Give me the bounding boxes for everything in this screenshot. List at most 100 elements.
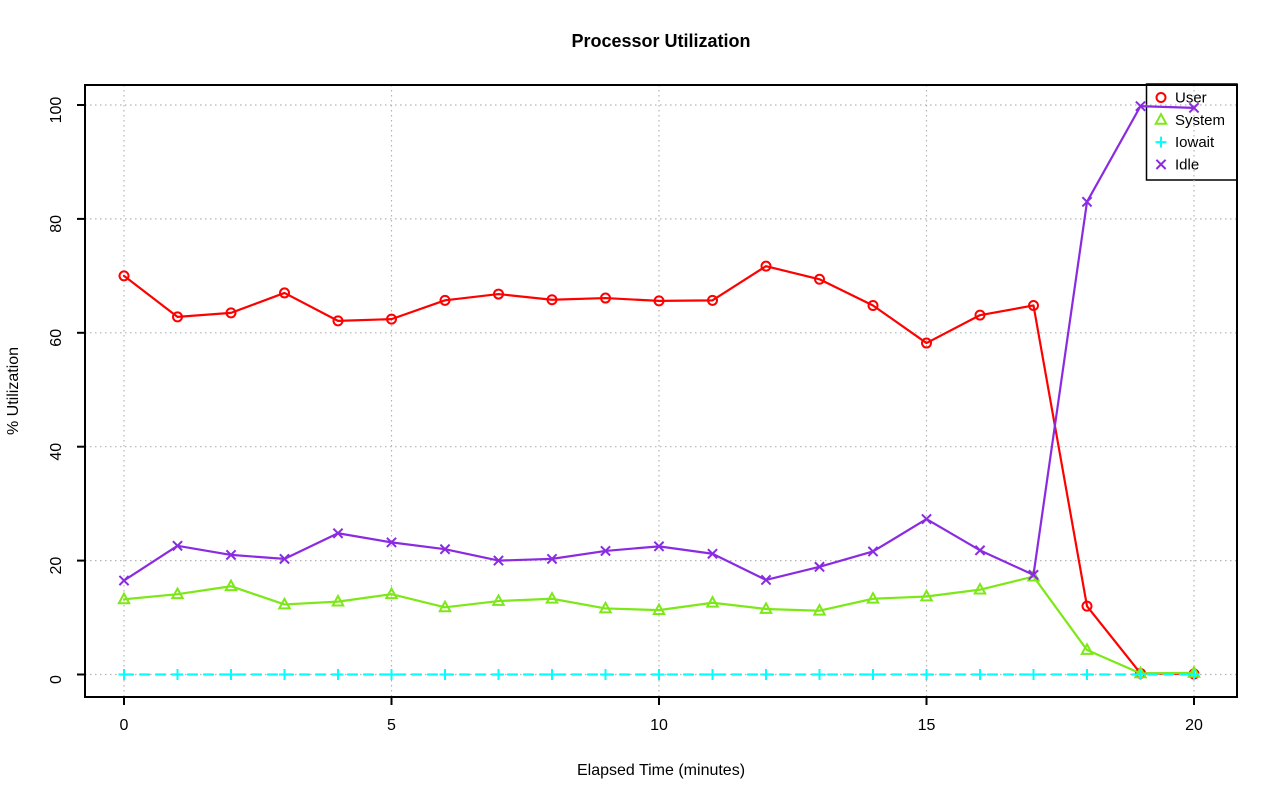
- x-tick-label: 20: [1185, 717, 1203, 734]
- plus-marker: [1135, 669, 1146, 680]
- x-marker: [1081, 196, 1093, 208]
- x-marker: [1135, 100, 1146, 112]
- triangle-marker: [1154, 112, 1168, 125]
- x-marker: [1188, 102, 1200, 114]
- circle-marker: [279, 287, 290, 299]
- circle-marker: [707, 294, 718, 306]
- triangle-marker: [1026, 568, 1041, 582]
- triangle-marker: [438, 599, 452, 613]
- x-marker: [600, 545, 611, 557]
- plus-marker: [172, 669, 183, 680]
- circle-marker: [225, 307, 237, 319]
- x-marker: [707, 548, 718, 560]
- x-marker: [1155, 159, 1167, 170]
- x-marker: [867, 546, 879, 557]
- triangle-marker: [331, 593, 345, 607]
- plus-marker: [760, 669, 772, 680]
- x-marker: [332, 527, 344, 539]
- triangle-marker: [545, 591, 559, 604]
- y-axis-label: % Utilization: [5, 346, 22, 436]
- plus-marker: [974, 669, 986, 680]
- triangle-marker: [652, 602, 666, 616]
- plus-marker: [546, 669, 558, 680]
- series-line-idle: [122, 105, 1196, 582]
- circle-marker: [118, 270, 130, 282]
- y-tick-label: 20: [48, 557, 65, 575]
- x-marker: [279, 553, 290, 565]
- triangle-marker: [919, 588, 934, 602]
- triangle-marker: [973, 581, 987, 595]
- circle-marker: [1081, 600, 1093, 612]
- plus-marker: [1081, 669, 1093, 680]
- plus-marker: [386, 669, 397, 680]
- x-marker: [493, 555, 504, 566]
- x-marker: [814, 561, 825, 573]
- y-tick-label: 100: [48, 97, 65, 124]
- x-marker: [974, 545, 986, 556]
- x-marker: [546, 553, 558, 565]
- triangle-marker: [1080, 642, 1094, 655]
- triangle-marker: [759, 601, 773, 614]
- plus-marker: [1155, 136, 1167, 148]
- x-tick-label: 0: [120, 717, 129, 734]
- x-marker: [760, 574, 772, 586]
- x-marker: [439, 543, 451, 555]
- triangle-marker: [866, 591, 880, 604]
- plus-marker: [332, 669, 344, 680]
- y-tick-label: 60: [48, 329, 65, 347]
- circle-marker: [600, 292, 611, 304]
- legend-label-user: User: [1175, 90, 1207, 107]
- circle-marker: [439, 294, 451, 306]
- triangle-marker: [117, 591, 131, 605]
- x-tick-label: 10: [650, 717, 668, 734]
- y-tick-label: 0: [48, 675, 65, 684]
- plus-marker: [493, 669, 504, 680]
- triangle-marker: [705, 595, 720, 608]
- plus-marker: [1188, 669, 1200, 680]
- triangle-marker: [277, 596, 292, 610]
- circle-marker: [653, 295, 665, 307]
- circle-marker: [921, 337, 932, 349]
- circle-marker: [546, 294, 558, 306]
- x-tick-label: 15: [918, 717, 936, 734]
- circle-marker: [332, 315, 344, 327]
- legend-label-idle: Idle: [1175, 156, 1199, 173]
- circle-marker: [386, 313, 397, 325]
- x-marker: [118, 575, 130, 586]
- plus-marker: [1028, 669, 1039, 680]
- plus-marker: [118, 669, 130, 680]
- circle-marker: [814, 273, 825, 285]
- y-tick-label: 40: [48, 443, 65, 461]
- circle-marker: [1155, 92, 1167, 103]
- circle-marker: [760, 260, 772, 272]
- circle-marker: [172, 311, 183, 323]
- circle-marker: [867, 299, 879, 311]
- circle-marker: [974, 309, 986, 321]
- x-marker: [653, 541, 665, 552]
- plus-marker: [921, 669, 932, 680]
- triangle-marker: [491, 593, 506, 606]
- plot-border: [84, 84, 1238, 698]
- series-line-user: [122, 265, 1196, 676]
- circle-marker: [1028, 299, 1039, 311]
- plus-marker: [814, 669, 825, 680]
- plus-marker: [707, 669, 718, 680]
- triangle-marker: [170, 586, 185, 600]
- plus-marker: [653, 669, 665, 680]
- x-marker: [225, 549, 237, 561]
- plus-marker: [439, 669, 451, 680]
- x-axis-label: Elapsed Time (minutes): [576, 762, 746, 779]
- y-tick-label: 80: [48, 215, 65, 233]
- plus-marker: [279, 669, 290, 680]
- plus-marker: [867, 669, 879, 680]
- legend-label-system: System: [1175, 112, 1225, 129]
- series-line-system: [122, 575, 1196, 675]
- legend-label-iowait: Iowait: [1175, 134, 1215, 151]
- plus-marker: [600, 669, 611, 680]
- x-marker: [921, 513, 932, 525]
- chart-title: Processor Utilization: [571, 31, 751, 51]
- x-tick-label: 5: [387, 717, 396, 734]
- x-marker: [386, 537, 397, 548]
